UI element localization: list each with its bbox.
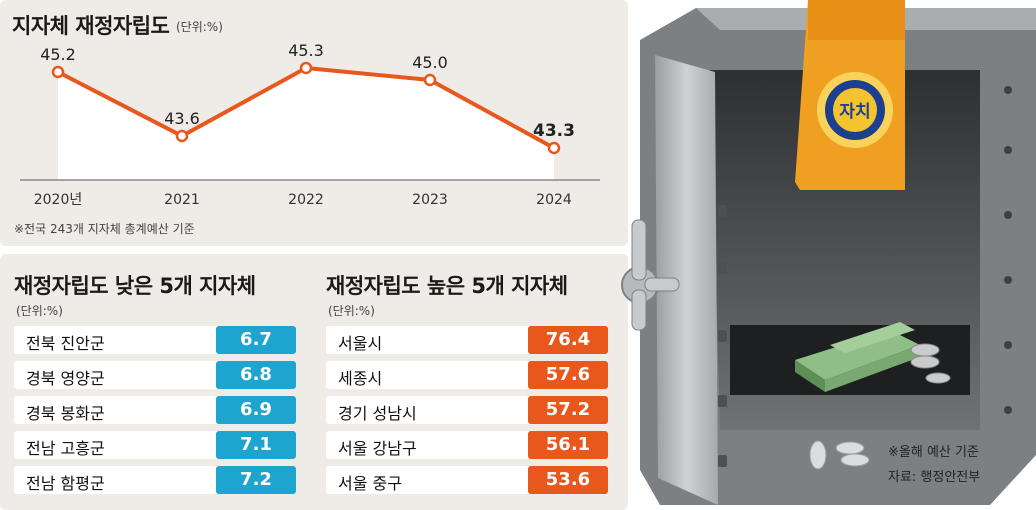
caption-source: 자료: 행정안전부 bbox=[888, 470, 981, 485]
row-name: 서울시 bbox=[338, 334, 383, 353]
x-tick-label: 2021 bbox=[164, 192, 200, 208]
row-name: 경북 봉화군 bbox=[26, 404, 105, 423]
table-row: 전남 함평군 7.2 bbox=[14, 466, 296, 494]
data-label: 45.2 bbox=[40, 45, 76, 64]
row-value: 7.2 bbox=[216, 466, 296, 494]
row-name: 전남 고흥군 bbox=[26, 439, 105, 458]
safe-handle bbox=[621, 219, 680, 331]
data-point bbox=[547, 141, 561, 155]
row-value: 57.2 bbox=[528, 396, 608, 424]
row-value: 53.6 bbox=[528, 466, 608, 494]
table-row: 세종시 57.6 bbox=[326, 361, 608, 389]
money-stack bbox=[795, 322, 920, 392]
safe-illustration: 자치 bbox=[621, 0, 1036, 505]
data-point bbox=[299, 61, 313, 75]
high-table-unit: (단위:%) bbox=[328, 304, 375, 318]
table-row: 전북 진안군 6.7 bbox=[14, 326, 296, 354]
row-value: 57.6 bbox=[528, 361, 608, 389]
row-name: 전남 함평군 bbox=[26, 474, 105, 493]
data-label: 45.3 bbox=[288, 41, 324, 60]
table-row: 서울시 76.4 bbox=[326, 326, 608, 354]
low-table-unit: (단위:%) bbox=[16, 304, 63, 318]
safe-door bbox=[655, 55, 718, 505]
row-name: 서울 강남구 bbox=[338, 439, 417, 458]
row-value: 56.1 bbox=[528, 431, 608, 459]
data-point bbox=[423, 73, 437, 87]
row-value: 6.8 bbox=[216, 361, 296, 389]
table-row: 서울 강남구 56.1 bbox=[326, 431, 608, 459]
row-name: 경북 영양군 bbox=[26, 369, 105, 388]
table-row: 경북 봉화군 6.9 bbox=[14, 396, 296, 424]
data-label: 43.3 bbox=[533, 121, 575, 141]
floor-coins bbox=[809, 440, 870, 470]
row-value: 76.4 bbox=[528, 326, 608, 354]
row-name: 경기 성남시 bbox=[338, 404, 417, 423]
data-label: 43.6 bbox=[164, 109, 200, 128]
line-chart: 45.2 2020년 43.6 2021 45.3 2022 45.0 2023 43.3 202… bbox=[20, 41, 600, 208]
low-table-title: 재정자립도 낮은 5개 지자체 bbox=[14, 274, 256, 298]
chart-title: 지자체 재정자립도 bbox=[12, 14, 170, 38]
table-row: 경북 영양군 6.8 bbox=[14, 361, 296, 389]
row-name: 서울 중구 bbox=[338, 474, 402, 493]
data-label: 45.0 bbox=[412, 53, 448, 72]
data-point bbox=[175, 129, 189, 143]
high-table-title: 재정자립도 높은 5개 지자체 bbox=[326, 274, 568, 298]
table-row: 전남 고흥군 7.1 bbox=[14, 431, 296, 459]
row-name: 전북 진안군 bbox=[26, 334, 105, 353]
line-chart-panel: 45.2 2020년 43.6 2021 45.3 2022 45.0 2023 43.3 202… bbox=[0, 0, 628, 246]
emblem-text: 자치 bbox=[839, 102, 870, 122]
tables-panel: 재정자립도 낮은 5개 지자체 (단위:%) 전북 진안군 6.7 경북 영양군 6.… bbox=[0, 254, 628, 510]
table-row: 서울 중구 53.6 bbox=[326, 466, 608, 494]
line-area bbox=[58, 68, 554, 180]
row-value: 6.7 bbox=[216, 326, 296, 354]
x-tick-label: 2023 bbox=[412, 192, 448, 208]
table-row: 경기 성남시 57.2 bbox=[326, 396, 608, 424]
x-tick-label: 2024 bbox=[536, 192, 572, 208]
coins bbox=[910, 343, 951, 384]
data-point bbox=[51, 65, 65, 79]
chart-unit: (단위:%) bbox=[176, 20, 223, 34]
emblem: 자치 bbox=[817, 72, 893, 148]
row-name: 세종시 bbox=[338, 369, 383, 388]
caption-note: ※올해 예산 기준 bbox=[888, 445, 979, 460]
chart-note: ※전국 243개 지자체 총계예산 기준 bbox=[14, 222, 195, 236]
row-value: 7.1 bbox=[216, 431, 296, 459]
row-value: 6.9 bbox=[216, 396, 296, 424]
x-tick-label: 2020년 bbox=[34, 192, 83, 208]
rivets bbox=[1004, 86, 1012, 414]
x-tick-label: 2022 bbox=[288, 192, 324, 208]
